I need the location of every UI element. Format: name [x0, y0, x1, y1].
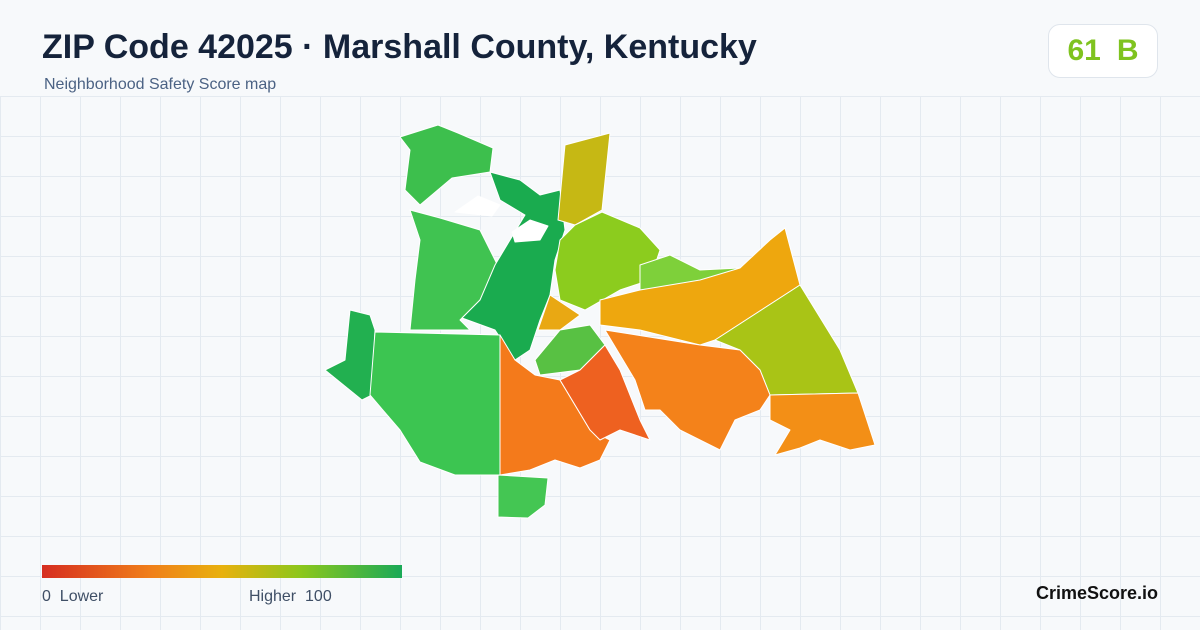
region — [454, 195, 501, 217]
region — [559, 344, 651, 441]
region — [599, 227, 801, 346]
region — [461, 171, 566, 361]
score-value: 61 — [1067, 34, 1101, 67]
title: ZIP Code 42025 · Marshall County, Kentuc… — [42, 28, 757, 66]
legend-max-group: Higher 100 — [249, 588, 332, 606]
subtitle: Neighborhood Safety Score map — [44, 76, 277, 93]
region — [499, 334, 611, 476]
legend-gradient — [42, 565, 402, 578]
header — [0, 0, 1200, 96]
score-grade: B — [1116, 34, 1139, 67]
legend-max-label: Higher — [249, 588, 297, 605]
brand: CrimeScore.io — [1035, 583, 1158, 603]
legend-min-label: Lower — [59, 588, 104, 605]
legend-min-group: 0 Lower — [42, 588, 103, 606]
region — [497, 474, 549, 519]
region — [399, 124, 494, 206]
region — [511, 219, 549, 243]
region — [554, 211, 661, 311]
score-badge: 61 B — [1048, 24, 1158, 78]
region — [604, 329, 771, 451]
region — [409, 209, 501, 331]
region — [369, 331, 501, 476]
region — [769, 392, 876, 456]
legend-max: 100 — [305, 588, 332, 605]
region — [557, 132, 611, 226]
legend-min: 0 — [42, 588, 51, 605]
region — [324, 309, 376, 401]
